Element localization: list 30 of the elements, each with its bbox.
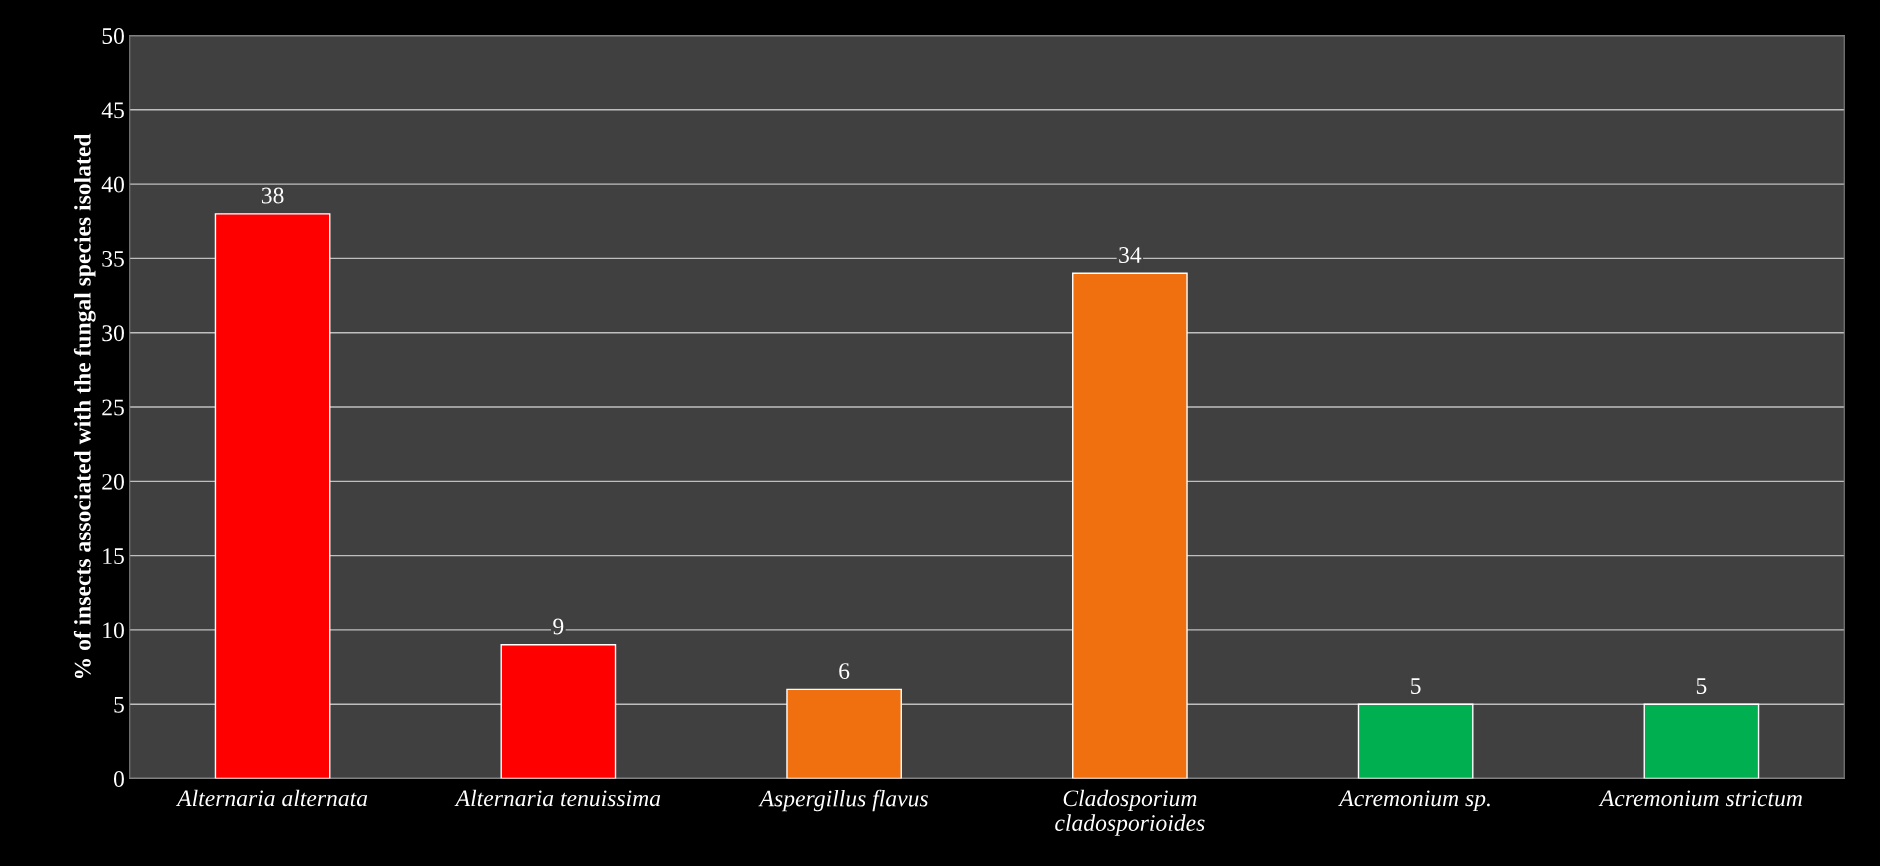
x-tick-label: Alternaria alternata	[175, 789, 368, 807]
y-tick-label: 10	[103, 622, 124, 639]
x-tick-label: Alternaria tenuissima	[454, 789, 661, 807]
x-tick-label: Acremonium sp.	[1338, 790, 1490, 812]
bar	[786, 688, 902, 779]
bar	[214, 213, 331, 779]
data-label: 5	[1411, 678, 1421, 694]
y-tick-label: 0	[113, 771, 124, 787]
x-tick-label: Cladosporium cladosporioides	[1055, 789, 1205, 836]
y-tick-label: 50	[102, 28, 124, 44]
y-tick-label: 40	[101, 176, 124, 193]
data-label: 34	[1119, 247, 1142, 263]
bar	[500, 644, 617, 779]
y-tick-label: 25	[102, 399, 124, 416]
y-tick-label: 15	[103, 548, 124, 565]
y-tick-label: 30	[102, 325, 124, 342]
y-axis-title: % of insects associated with the fungal species isolated	[73, 133, 96, 679]
x-tick-label: Aspergillus flavus	[758, 789, 928, 812]
y-tick-label: 5	[114, 696, 124, 713]
data-label: 38	[261, 187, 284, 204]
y-tick-label: 20	[102, 473, 124, 490]
data-label: 5	[1696, 678, 1707, 694]
data-label: 9	[553, 618, 564, 635]
y-tick-label: 45	[101, 102, 124, 119]
bar	[1357, 703, 1474, 779]
y-tick-label: 35	[102, 250, 124, 267]
x-tick-label: Acremonium strictum	[1598, 790, 1802, 807]
bar	[1072, 272, 1188, 779]
bar	[1643, 703, 1760, 779]
data-label: 6	[839, 663, 850, 680]
